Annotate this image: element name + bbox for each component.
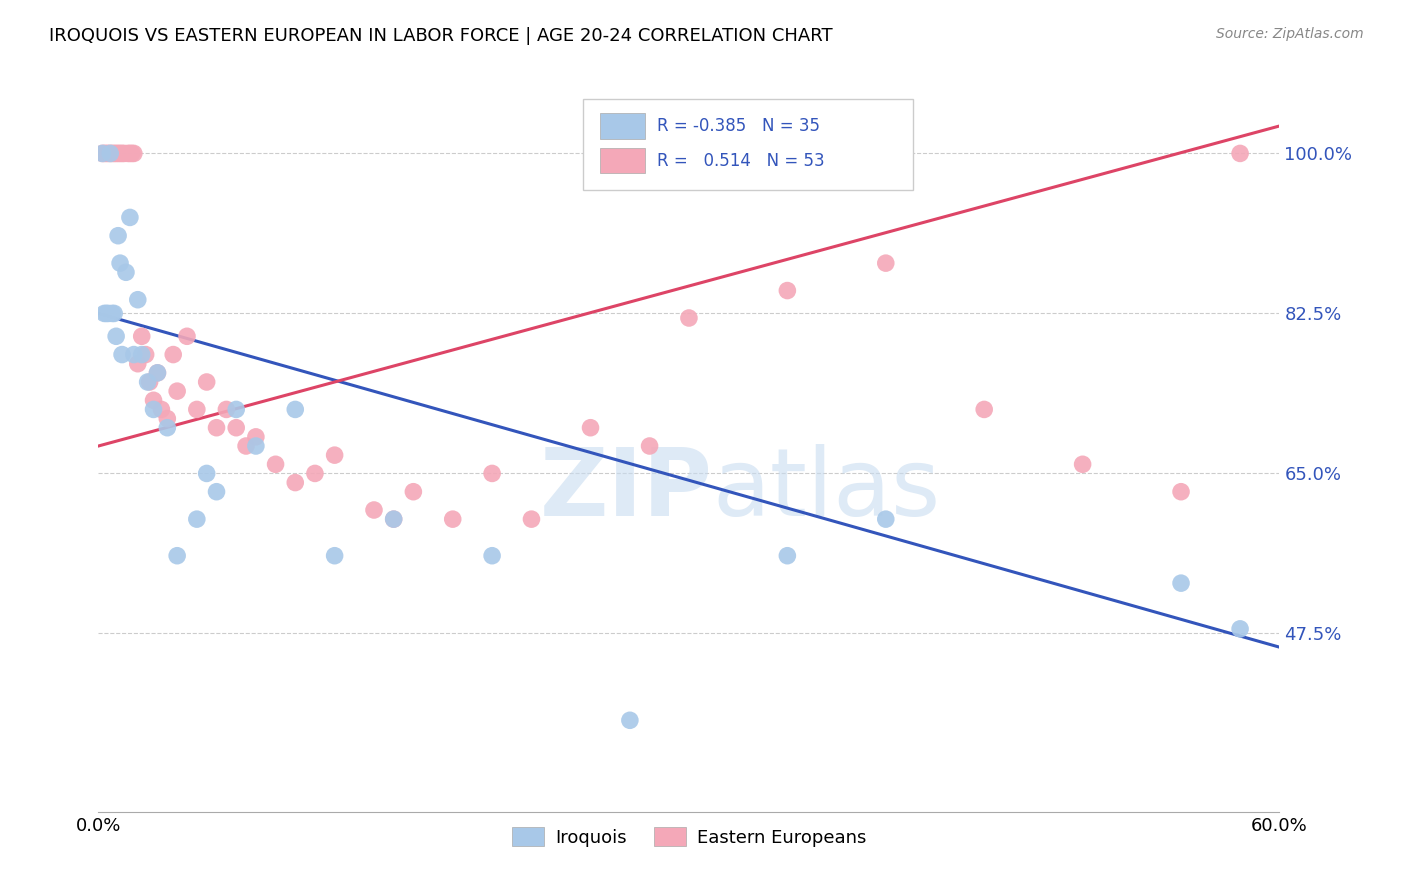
- Eastern Europeans: [245, 430, 267, 444]
- Eastern Europeans: [150, 402, 173, 417]
- Iroquois: [115, 265, 138, 279]
- Iroquois: [91, 146, 114, 161]
- Eastern Europeans: [520, 512, 543, 526]
- Eastern Europeans: [166, 384, 188, 398]
- Eastern Europeans: [96, 146, 118, 161]
- Iroquois: [105, 329, 128, 343]
- Text: Source: ZipAtlas.com: Source: ZipAtlas.com: [1216, 27, 1364, 41]
- Iroquois: [195, 467, 218, 481]
- Iroquois: [481, 549, 503, 563]
- Eastern Europeans: [363, 503, 385, 517]
- Eastern Europeans: [186, 402, 208, 417]
- Iroquois: [382, 512, 405, 526]
- Iroquois: [108, 256, 131, 270]
- Eastern Europeans: [122, 146, 145, 161]
- Iroquois: [98, 146, 121, 161]
- Eastern Europeans: [162, 348, 184, 362]
- Eastern Europeans: [402, 484, 425, 499]
- Iroquois: [619, 714, 641, 728]
- Iroquois: [103, 306, 125, 320]
- Eastern Europeans: [441, 512, 464, 526]
- Eastern Europeans: [776, 284, 799, 298]
- Eastern Europeans: [156, 411, 179, 425]
- Eastern Europeans: [135, 348, 157, 362]
- Iroquois: [142, 402, 165, 417]
- Text: atlas: atlas: [713, 444, 941, 536]
- Iroquois: [156, 421, 179, 435]
- Eastern Europeans: [973, 402, 995, 417]
- Iroquois: [245, 439, 267, 453]
- Iroquois: [96, 306, 118, 320]
- Eastern Europeans: [264, 457, 287, 471]
- Eastern Europeans: [108, 146, 131, 161]
- Eastern Europeans: [638, 439, 661, 453]
- Eastern Europeans: [382, 512, 405, 526]
- Iroquois: [111, 348, 134, 362]
- Iroquois: [284, 402, 307, 417]
- Eastern Europeans: [176, 329, 198, 343]
- FancyBboxPatch shape: [582, 99, 914, 190]
- Text: ZIP: ZIP: [540, 444, 713, 536]
- Eastern Europeans: [215, 402, 238, 417]
- Eastern Europeans: [481, 467, 503, 481]
- Text: IROQUOIS VS EASTERN EUROPEAN IN LABOR FORCE | AGE 20-24 CORRELATION CHART: IROQUOIS VS EASTERN EUROPEAN IN LABOR FO…: [49, 27, 832, 45]
- Text: R =   0.514   N = 53: R = 0.514 N = 53: [657, 152, 825, 169]
- Iroquois: [1229, 622, 1251, 636]
- Eastern Europeans: [1229, 146, 1251, 161]
- Eastern Europeans: [138, 375, 160, 389]
- Eastern Europeans: [1071, 457, 1094, 471]
- Eastern Europeans: [101, 146, 124, 161]
- Eastern Europeans: [98, 146, 121, 161]
- Eastern Europeans: [112, 146, 135, 161]
- Iroquois: [776, 549, 799, 563]
- Iroquois: [323, 549, 346, 563]
- FancyBboxPatch shape: [600, 147, 645, 173]
- Eastern Europeans: [304, 467, 326, 481]
- Eastern Europeans: [127, 357, 149, 371]
- Eastern Europeans: [1170, 484, 1192, 499]
- Iroquois: [97, 306, 120, 320]
- Eastern Europeans: [105, 146, 128, 161]
- Iroquois: [205, 484, 228, 499]
- Iroquois: [225, 402, 247, 417]
- Iroquois: [186, 512, 208, 526]
- Eastern Europeans: [93, 146, 115, 161]
- Eastern Europeans: [225, 421, 247, 435]
- Iroquois: [146, 366, 169, 380]
- Eastern Europeans: [103, 146, 125, 161]
- Eastern Europeans: [107, 146, 129, 161]
- Eastern Europeans: [117, 146, 139, 161]
- Iroquois: [101, 306, 124, 320]
- Eastern Europeans: [118, 146, 141, 161]
- Eastern Europeans: [97, 146, 120, 161]
- Iroquois: [93, 306, 115, 320]
- Eastern Europeans: [131, 329, 153, 343]
- Eastern Europeans: [146, 366, 169, 380]
- Iroquois: [122, 348, 145, 362]
- Eastern Europeans: [111, 146, 134, 161]
- Eastern Europeans: [195, 375, 218, 389]
- Iroquois: [166, 549, 188, 563]
- Iroquois: [118, 211, 141, 225]
- Eastern Europeans: [121, 146, 143, 161]
- Eastern Europeans: [284, 475, 307, 490]
- Eastern Europeans: [205, 421, 228, 435]
- Iroquois: [136, 375, 159, 389]
- Eastern Europeans: [678, 310, 700, 325]
- Eastern Europeans: [235, 439, 257, 453]
- Text: R = -0.385   N = 35: R = -0.385 N = 35: [657, 118, 820, 136]
- Iroquois: [107, 228, 129, 243]
- Iroquois: [1170, 576, 1192, 591]
- Iroquois: [131, 348, 153, 362]
- Eastern Europeans: [142, 393, 165, 408]
- Iroquois: [875, 512, 897, 526]
- Iroquois: [127, 293, 149, 307]
- Legend: Iroquois, Eastern Europeans: Iroquois, Eastern Europeans: [505, 820, 873, 854]
- Eastern Europeans: [875, 256, 897, 270]
- FancyBboxPatch shape: [600, 113, 645, 139]
- Eastern Europeans: [579, 421, 602, 435]
- Eastern Europeans: [323, 448, 346, 462]
- Eastern Europeans: [91, 146, 114, 161]
